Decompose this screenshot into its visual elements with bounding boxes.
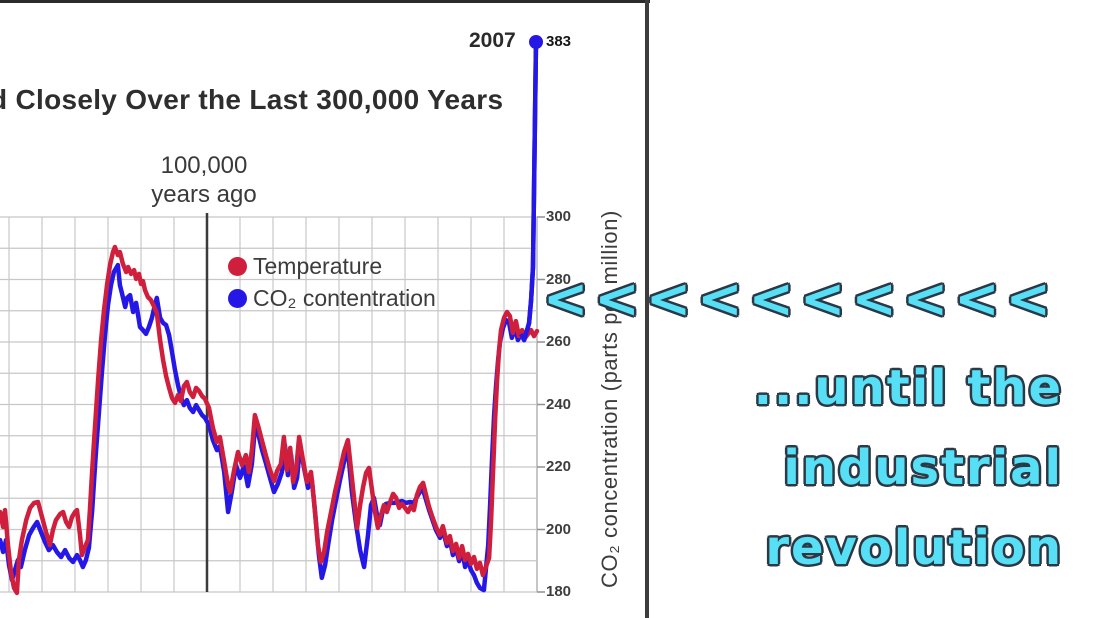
legend-label-co2: CO₂ contentration	[253, 284, 436, 311]
caption-line-2: industrial	[783, 440, 1063, 496]
caption-line-1: ...until the	[753, 360, 1063, 416]
temperature-line	[0, 244, 540, 596]
y-tick-label: 300	[546, 208, 572, 225]
annotation-383-label: 383	[546, 33, 572, 50]
temperature-swatch-icon	[228, 256, 247, 276]
frame-border-right	[645, 0, 649, 618]
co2-line	[0, 39, 539, 593]
left-arrow-icon: <	[748, 267, 794, 330]
y-tick-label: 200	[546, 520, 572, 538]
co2-line-spike	[519, 41, 539, 343]
left-arrow-icon: <	[1005, 267, 1051, 330]
left-arrow-icon: <	[697, 267, 743, 330]
legend-label-temperature: Temperature	[253, 252, 383, 279]
legend-item-co2: CO₂ contentration	[228, 282, 436, 314]
frame-border-top	[0, 0, 650, 3]
y-tick-label: 280	[546, 270, 572, 288]
caption-text: ...until the industrial revolution	[754, 348, 1063, 588]
chart-legend: Temperature CO₂ contentration	[228, 250, 436, 314]
chart-title: d Closely Over the Last 300,000 Years	[0, 84, 504, 115]
y-tick-label: 180	[546, 583, 572, 600]
left-arrow-icon: <	[645, 267, 692, 330]
left-arrow-icon: <	[851, 267, 897, 330]
x-marker-label-line2: years ago	[151, 181, 257, 208]
annotation-2007-dot	[529, 35, 544, 49]
x-marker-label: 100,000 years ago	[128, 151, 280, 209]
video-frame: d Closely Over the Last 300,000 Years 10…	[0, 0, 650, 618]
left-arrow-icon: <	[902, 267, 949, 330]
left-arrow-icon: <	[800, 267, 846, 330]
left-arrow-row: < < < < < < < < < <	[543, 272, 1051, 326]
left-arrow-icon: <	[954, 267, 1000, 330]
y-tick-label: 260	[546, 333, 572, 350]
left-arrow-icon: <	[594, 267, 640, 330]
co2-swatch-icon	[228, 288, 247, 308]
y-tick-label: 240	[546, 395, 572, 413]
caption-line-3: revolution	[765, 520, 1063, 576]
chart-plot	[0, 35, 545, 596]
y-tick-label: 220	[546, 458, 572, 475]
legend-item-temperature: Temperature	[228, 250, 436, 282]
x-marker-label-line1: 100,000	[160, 152, 248, 179]
left-arrow-icon: <	[543, 267, 589, 330]
annotation-2007-label: 2007	[469, 29, 516, 52]
